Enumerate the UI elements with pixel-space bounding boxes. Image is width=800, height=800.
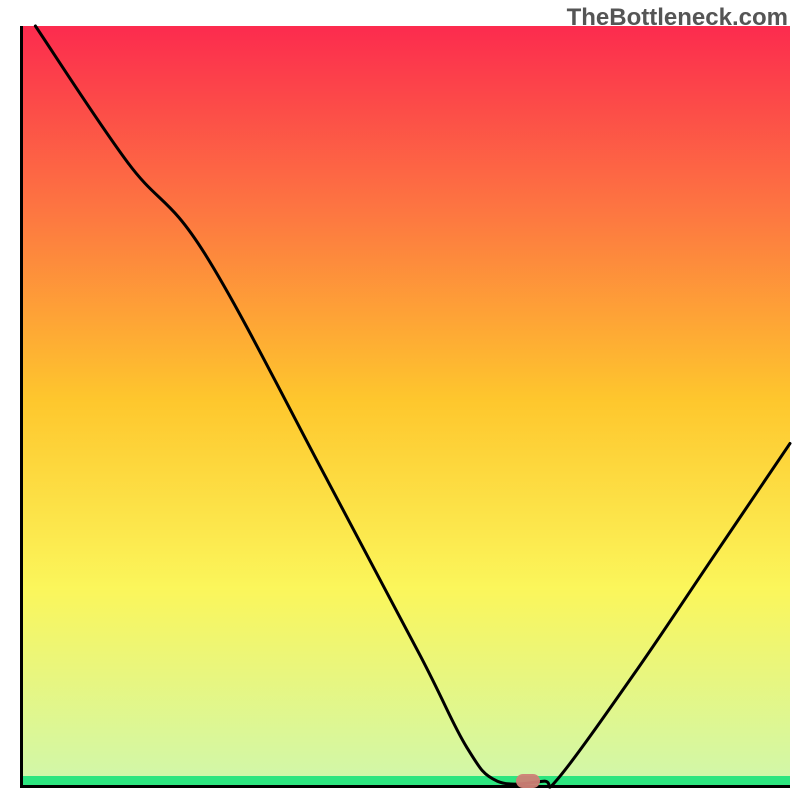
x-axis-line — [20, 785, 790, 788]
y-axis-line — [20, 26, 23, 788]
watermark-text: TheBottleneck.com — [567, 4, 788, 32]
gradient-background — [20, 26, 790, 776]
optimal-point-marker — [516, 774, 540, 788]
chart-container: TheBottleneck.com — [0, 0, 800, 800]
